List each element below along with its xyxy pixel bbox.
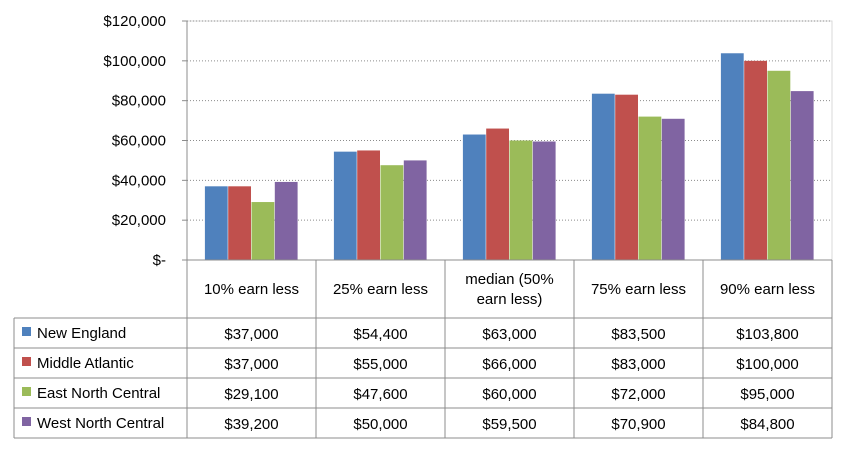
bar-4-5 <box>790 91 814 261</box>
data-table-cell: $95,000 <box>740 386 794 403</box>
bar-4-1 <box>274 181 298 260</box>
category-label: 25% earn less <box>333 281 428 298</box>
legend-swatch-1 <box>22 327 31 336</box>
data-table-cell: $63,000 <box>482 326 536 343</box>
bar-4-3 <box>532 141 556 260</box>
data-table-cell: $60,000 <box>482 386 536 403</box>
category-label: median (50% <box>465 271 553 288</box>
data-table-cell: $37,000 <box>224 356 278 373</box>
category-label: 10% earn less <box>204 281 299 298</box>
bar-4-4 <box>661 118 685 260</box>
bar-2-3 <box>486 128 509 260</box>
data-table-cell: $70,900 <box>611 416 665 433</box>
legend-swatch-2 <box>22 357 31 366</box>
y-tick-label: $40,000 <box>112 172 166 189</box>
data-table-cell: $54,400 <box>353 326 407 343</box>
data-table-cell: $29,100 <box>224 386 278 403</box>
data-table-cell: $37,000 <box>224 326 278 343</box>
data-table-cell: $55,000 <box>353 356 407 373</box>
bar-2-2 <box>357 150 380 260</box>
legend-label: West North Central <box>37 415 164 432</box>
legend-swatch-4 <box>22 417 31 426</box>
legend-label: East North Central <box>37 385 160 402</box>
bar-3-1 <box>251 202 275 260</box>
data-table-cell: $59,500 <box>482 416 536 433</box>
bar-3-2 <box>380 165 404 260</box>
y-tick-label: $120,000 <box>103 13 166 30</box>
bar-2-5 <box>744 60 767 261</box>
data-table-cell: $66,000 <box>482 356 536 373</box>
y-tick-label: $80,000 <box>112 93 166 110</box>
legend-label: Middle Atlantic <box>37 355 134 372</box>
bar-1-2 <box>333 151 357 260</box>
data-table-cell: $83,000 <box>611 356 665 373</box>
data-table-cell: $100,000 <box>736 356 799 373</box>
bar-1-5 <box>720 53 744 260</box>
bar-3-4 <box>638 116 662 260</box>
data-table-cell: $39,200 <box>224 416 278 433</box>
bar-3-5 <box>767 70 791 261</box>
data-table-cell: $47,600 <box>353 386 407 403</box>
data-table-cell: $83,500 <box>611 326 665 343</box>
bar-3-3 <box>509 140 533 260</box>
category-label: 75% earn less <box>591 281 686 298</box>
category-label: 90% earn less <box>720 281 815 298</box>
bar-1-1 <box>204 186 228 260</box>
legend-swatch-3 <box>22 387 31 396</box>
bar-2-1 <box>228 186 251 260</box>
y-tick-label: $100,000 <box>103 53 166 70</box>
data-table-cell: $50,000 <box>353 416 407 433</box>
data-table-cell: $84,800 <box>740 416 794 433</box>
bar-4-2 <box>403 160 427 260</box>
bar-1-4 <box>591 93 615 260</box>
y-tick-label: $20,000 <box>112 212 166 229</box>
y-tick-label: $- <box>153 252 166 269</box>
y-tick-label: $60,000 <box>112 133 166 150</box>
bar-1-3 <box>462 134 486 260</box>
bar-2-4 <box>615 94 638 260</box>
data-table-cell: $72,000 <box>611 386 665 403</box>
legend-label: New England <box>37 325 126 342</box>
category-label: earn less) <box>477 291 543 308</box>
data-table-cell: $103,800 <box>736 326 799 343</box>
